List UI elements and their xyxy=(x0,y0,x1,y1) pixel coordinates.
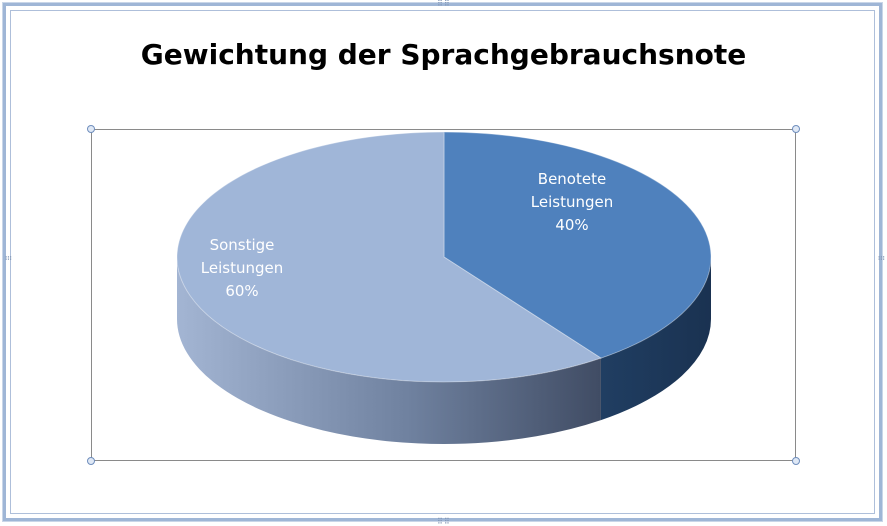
chart-title[interactable]: Gewichtung der Sprachgebrauchsnote xyxy=(140,38,747,71)
pie-slice-2[interactable] xyxy=(176,131,603,383)
plot-area-selection[interactable] xyxy=(91,129,796,461)
selection-handle-bottom-left[interactable] xyxy=(87,457,95,465)
pie-slice-label-line: Sonstige xyxy=(210,236,275,254)
pie-slice-label-line: Leistungen xyxy=(531,193,613,211)
resize-grip-left[interactable]: ⠿ xyxy=(3,255,12,262)
pie-slice-label-line: Benotete xyxy=(538,170,606,188)
pie-slice-label-line: 60% xyxy=(225,282,258,300)
selection-handle-top-left[interactable] xyxy=(87,125,95,133)
pie-slice-label-2: Sonstige Leistungen 60% xyxy=(201,236,283,300)
resize-grip-top[interactable]: ⠿⠿ xyxy=(437,0,451,8)
pie-slice-label-line: Leistungen xyxy=(201,259,283,277)
pie-slice-side-2[interactable] xyxy=(177,257,601,445)
pie-slice-label-line: 40% xyxy=(555,216,588,234)
selection-handle-bottom-right[interactable] xyxy=(792,457,800,465)
selection-handle-top-right[interactable] xyxy=(792,125,800,133)
resize-grip-right[interactable]: ⠿ xyxy=(876,255,885,262)
pie-slice-1[interactable] xyxy=(443,131,712,359)
resize-grip-bottom[interactable]: ⠿⠿ xyxy=(437,517,451,526)
chart-frame-inner-border xyxy=(10,10,875,514)
pie-slice-side-1[interactable] xyxy=(600,257,711,421)
pie-slice-label-1: Benotete Leistungen 40% xyxy=(531,170,613,234)
